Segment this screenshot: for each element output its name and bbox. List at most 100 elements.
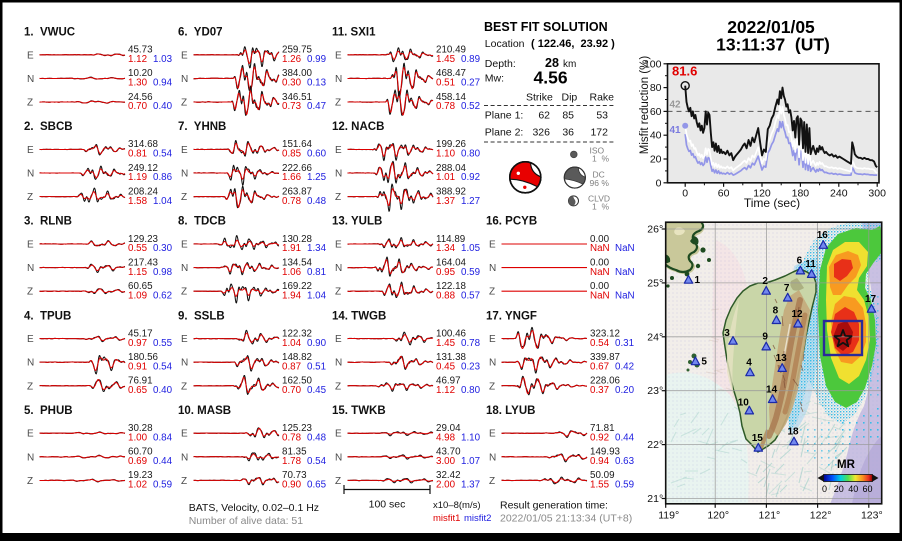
svg-text:E: E [27,334,34,345]
svg-text:0.23: 0.23 [461,361,481,372]
svg-text:71.81: 71.81 [590,423,615,434]
svg-text:122.18: 122.18 [436,281,467,292]
svg-text:Time (sec): Time (sec) [744,196,800,210]
svg-text:15. TWKB: 15. TWKB [332,405,386,417]
svg-text:Mw:: Mw: [485,73,504,85]
svg-text:1.37: 1.37 [436,196,455,207]
svg-text:2. SBCB: 2. SBCB [24,121,73,133]
svg-text:300: 300 [868,187,886,199]
svg-text:0.45: 0.45 [307,385,327,396]
svg-text:0.65: 0.65 [307,480,327,491]
svg-text:0.70: 0.70 [282,385,302,396]
svg-text:0.78: 0.78 [436,101,456,112]
svg-text:263.87: 263.87 [282,186,312,197]
svg-text:0.95: 0.95 [436,267,456,278]
svg-text:Rake: Rake [590,92,615,104]
svg-text:16. PCYB: 16. PCYB [486,216,537,228]
svg-text:0.54: 0.54 [153,149,173,160]
svg-text:N: N [27,263,34,274]
svg-text:1.34: 1.34 [436,243,456,254]
svg-text:Z: Z [27,381,33,392]
svg-text:0.99: 0.99 [307,54,326,65]
svg-text:100 sec: 100 sec [369,499,406,511]
svg-text:1.45: 1.45 [436,54,456,65]
svg-text:1.06: 1.06 [282,267,302,278]
svg-text:Z: Z [27,192,33,203]
svg-text:E: E [335,50,342,61]
svg-text:6. YD07: 6. YD07 [178,27,223,39]
svg-text:0.55: 0.55 [153,338,173,349]
svg-text:12: 12 [791,309,803,320]
svg-text:E: E [27,240,34,251]
svg-text:Z: Z [181,381,187,392]
svg-text:NaN: NaN [615,290,635,301]
svg-text:E: E [27,429,34,440]
svg-text:NaN: NaN [615,243,635,254]
svg-text:0.13: 0.13 [307,78,327,89]
svg-text:4: 4 [746,358,752,369]
svg-text:N: N [27,452,34,463]
svg-text:Z: Z [335,381,341,392]
svg-text:0.45: 0.45 [436,361,456,372]
svg-text:24°: 24° [647,331,663,343]
svg-text:4.98: 4.98 [436,432,456,443]
svg-text:1.01: 1.01 [436,172,455,183]
svg-text:2022/01/05: 2022/01/05 [727,17,815,37]
svg-text:0.00: 0.00 [590,234,610,245]
svg-text:0.55: 0.55 [128,243,148,254]
svg-text:0.48: 0.48 [307,432,327,443]
svg-text:E: E [335,429,342,440]
svg-text:1.04: 1.04 [307,290,327,301]
svg-text:1.12: 1.12 [436,385,455,396]
svg-text:0.30: 0.30 [282,78,302,89]
svg-text:0.42: 0.42 [615,361,634,372]
svg-text:76.91: 76.91 [128,376,153,387]
svg-text:131.38: 131.38 [436,352,467,363]
svg-text:42: 42 [670,100,682,111]
svg-text:0.65: 0.65 [128,385,148,396]
svg-text:E: E [27,145,34,156]
svg-text:N: N [335,452,342,463]
svg-text:Result generation time:: Result generation time: [500,500,608,512]
svg-text:217.43: 217.43 [128,257,159,268]
svg-text:E: E [27,50,34,61]
svg-text:1.19: 1.19 [128,172,147,183]
svg-text:326: 326 [532,127,550,139]
svg-text:1.04: 1.04 [153,196,173,207]
svg-text:24.56: 24.56 [128,92,153,103]
svg-text:0.86: 0.86 [153,172,173,183]
svg-text:0.62: 0.62 [153,290,172,301]
svg-text:1. VWUC: 1. VWUC [24,27,75,39]
svg-text:N: N [335,74,342,85]
svg-text:100: 100 [644,58,662,70]
svg-text:9: 9 [762,332,768,343]
svg-text:0.52: 0.52 [461,101,480,112]
svg-text:70.73: 70.73 [282,470,307,481]
svg-text:0.69: 0.69 [128,456,147,467]
svg-text:Z: Z [27,98,33,109]
svg-text:( 122.46, 23.92 ): ( 122.46, 23.92 ) [531,38,615,50]
svg-text:80: 80 [650,82,662,94]
svg-text:40: 40 [650,130,662,142]
svg-text:8: 8 [773,305,779,316]
svg-text:53: 53 [596,110,608,122]
svg-text:60: 60 [718,187,730,199]
svg-text:0.81: 0.81 [307,267,326,278]
svg-text:240: 240 [830,187,848,199]
svg-text:15: 15 [752,433,764,444]
svg-text:N: N [181,358,188,369]
svg-text:N: N [335,358,342,369]
svg-text:0.57: 0.57 [461,290,480,301]
svg-text:0.92: 0.92 [590,432,609,443]
svg-text:14. TWGB: 14. TWGB [332,310,386,322]
svg-text:130.28: 130.28 [282,234,313,245]
svg-text:0.70: 0.70 [128,101,148,112]
svg-text:Plane 2:: Plane 2: [485,127,524,139]
svg-text:119°: 119° [658,509,679,521]
svg-text:19.23: 19.23 [128,470,153,481]
svg-text:3. RLNB: 3. RLNB [24,216,72,228]
svg-text:Z: Z [489,287,495,298]
svg-text:1.10: 1.10 [436,149,456,160]
svg-text:Z: Z [489,381,495,392]
svg-text:1.15: 1.15 [128,267,148,278]
